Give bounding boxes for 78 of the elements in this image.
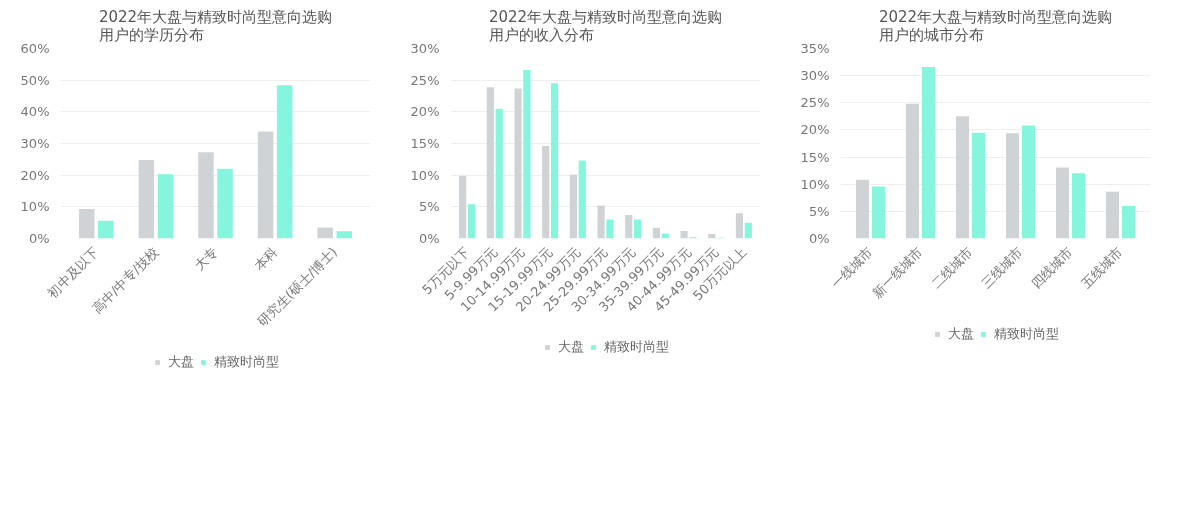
x-tick-label: 三线城市 — [978, 244, 1026, 292]
bar — [486, 87, 494, 239]
x-tick-label: 初中及以下 — [45, 244, 102, 301]
bar — [78, 209, 95, 239]
x-tick-label: 大专 — [191, 244, 221, 274]
bar — [138, 159, 155, 239]
y-tick-label: 35% — [800, 41, 830, 56]
bar — [872, 186, 885, 239]
bar — [597, 205, 605, 239]
legend-label: 大盘 — [558, 338, 584, 356]
y-tick-label: 15% — [800, 149, 830, 165]
bar — [336, 231, 353, 239]
x-tick-label: 五线城市 — [1078, 244, 1126, 292]
bar — [459, 175, 467, 239]
y-tick-label: 10% — [20, 199, 50, 215]
bar — [956, 116, 969, 239]
bar — [217, 168, 233, 239]
bar — [922, 66, 935, 239]
bar — [606, 219, 614, 239]
x-tick-label: 二线城市 — [928, 244, 976, 292]
chart-title: 2022年大盘与精致时尚型意向选购用户的城市分布 — [878, 7, 1113, 44]
chart-title: 2022年大盘与精致时尚型意向选购用户的收入分布 — [488, 7, 723, 44]
y-tick-label: 20% — [410, 104, 440, 120]
legend-label: 精致时尚型 — [994, 325, 1059, 343]
y-tick-label: 30% — [800, 68, 830, 84]
bar — [1106, 191, 1119, 239]
x-tick-label: 四线城市 — [1028, 244, 1076, 292]
bar — [569, 174, 577, 239]
legend-label: 大盘 — [948, 325, 974, 343]
y-tick-label: 15% — [410, 136, 440, 151]
y-tick-label: 20% — [800, 122, 830, 138]
y-tick-label: 25% — [800, 95, 830, 111]
bar — [1122, 205, 1135, 239]
bar — [317, 227, 333, 239]
y-tick-label: 40% — [20, 104, 50, 120]
bar — [1072, 173, 1085, 239]
y-tick-label: 10% — [410, 167, 440, 183]
bar — [1006, 133, 1019, 239]
bar — [542, 146, 550, 239]
legend-label: 精致时尚型 — [214, 353, 279, 371]
y-tick-label: 5% — [418, 199, 440, 215]
legend-label: 大盘 — [168, 353, 194, 371]
y-tick-label: 0% — [28, 231, 50, 246]
bar — [467, 204, 476, 239]
y-tick-label: 60% — [20, 41, 50, 56]
bar — [972, 132, 985, 239]
bar — [906, 103, 919, 239]
y-tick-label: 5% — [808, 203, 830, 219]
bar — [276, 85, 293, 239]
bar — [744, 222, 752, 239]
y-tick-label: 30% — [20, 136, 50, 151]
bar — [550, 83, 559, 239]
y-tick-label: 0% — [808, 231, 830, 246]
bar — [514, 88, 522, 239]
bar — [634, 219, 642, 239]
y-tick-label: 50% — [20, 72, 50, 88]
y-tick-label: 30% — [410, 41, 440, 56]
y-tick-label: 10% — [800, 176, 830, 192]
bar — [523, 70, 531, 239]
legend-label: 精致时尚型 — [604, 338, 669, 356]
y-tick-label: 20% — [20, 167, 50, 183]
bar — [1056, 167, 1069, 239]
bar — [198, 152, 214, 239]
y-tick-label: 25% — [410, 72, 440, 88]
bar — [735, 213, 744, 239]
x-tick-label: 本科 — [251, 244, 281, 274]
bar — [257, 131, 274, 239]
bar — [98, 220, 114, 239]
chart-title: 2022年大盘与精致时尚型意向选购用户的学历分布 — [98, 7, 333, 44]
bar — [856, 179, 869, 239]
y-tick-label: 0% — [418, 231, 440, 246]
bar — [661, 233, 669, 239]
bar — [625, 215, 633, 239]
bar — [1022, 125, 1035, 239]
bar — [157, 174, 174, 239]
bar — [578, 160, 586, 239]
bar — [495, 108, 503, 239]
bar — [652, 227, 661, 239]
